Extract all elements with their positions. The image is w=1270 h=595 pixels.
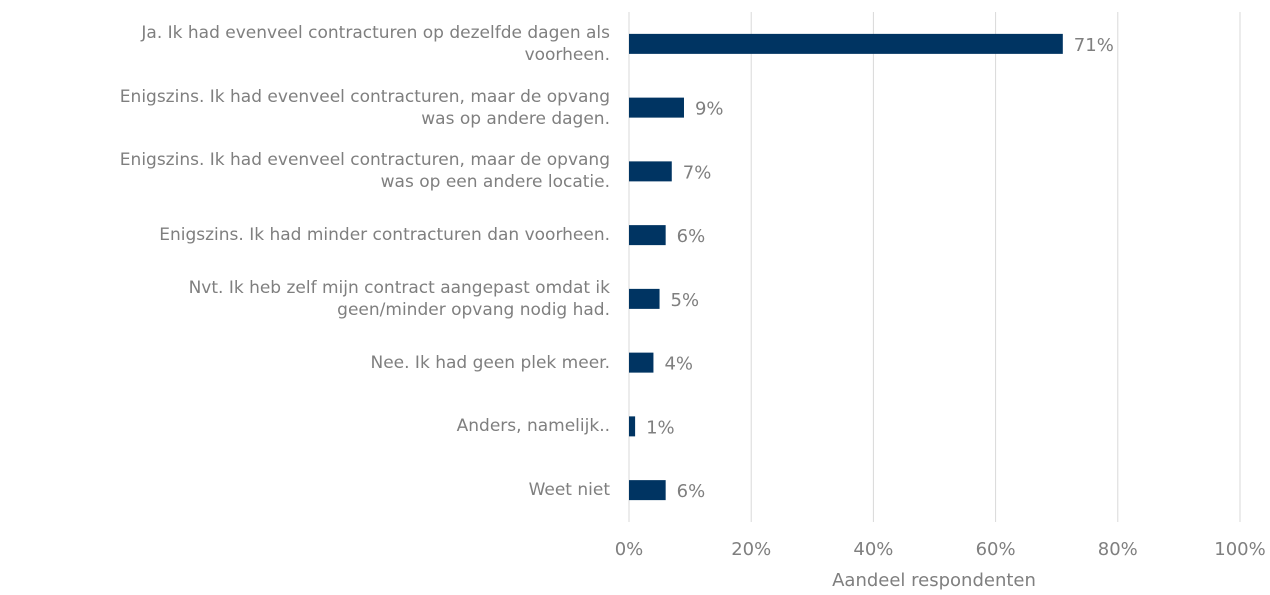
value-label: 4% bbox=[664, 354, 693, 375]
category-label: Enigszins. Ik had minder contracturen da… bbox=[159, 225, 610, 246]
bar bbox=[629, 288, 660, 309]
bar bbox=[629, 161, 672, 182]
bar bbox=[629, 352, 654, 373]
category-label: Nee. Ik had geen plek meer. bbox=[370, 352, 610, 373]
x-tick-label: 80% bbox=[1098, 539, 1138, 560]
category-label: Weet niet bbox=[528, 480, 610, 501]
value-label: 7% bbox=[683, 162, 712, 183]
x-tick-label: 0% bbox=[615, 539, 644, 560]
value-label: 9% bbox=[695, 99, 724, 120]
category-label: Ja. Ik had evenveel contracturen op deze… bbox=[141, 22, 610, 65]
x-axis-label: Aandeel respondenten bbox=[832, 570, 1036, 591]
x-tick-label: 100% bbox=[1214, 539, 1265, 560]
bar bbox=[629, 97, 684, 118]
value-label: 71% bbox=[1074, 35, 1114, 56]
value-label: 6% bbox=[677, 481, 706, 502]
category-label: Anders, namelijk.. bbox=[456, 416, 610, 437]
bar bbox=[629, 33, 1063, 54]
bar bbox=[629, 225, 666, 246]
category-label: Nvt. Ik heb zelf mijn contract aangepast… bbox=[188, 277, 610, 320]
bar bbox=[629, 416, 636, 437]
x-tick-label: 60% bbox=[976, 539, 1016, 560]
x-tick-label: 40% bbox=[853, 539, 893, 560]
value-label: 5% bbox=[671, 290, 700, 311]
bar bbox=[629, 480, 666, 501]
value-label: 1% bbox=[646, 417, 675, 438]
category-label: Enigszins. Ik had evenveel contracturen,… bbox=[119, 150, 610, 193]
value-label: 6% bbox=[677, 226, 706, 247]
category-label: Enigszins. Ik had evenveel contracturen,… bbox=[119, 86, 610, 129]
x-tick-label: 20% bbox=[731, 539, 771, 560]
